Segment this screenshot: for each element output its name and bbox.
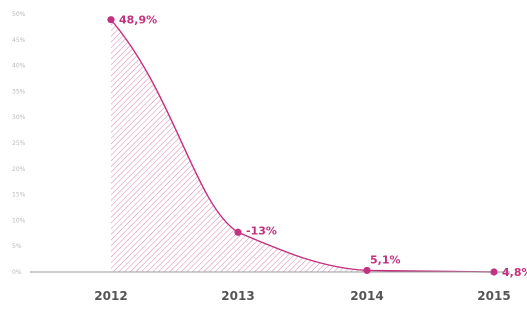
x-tick-label: 2013: [221, 289, 254, 303]
data-label: 4,8%: [502, 266, 527, 279]
data-labels: 48,9% -13% 5,1% 4,8%: [119, 14, 527, 279]
y-tick-label: 25%: [12, 140, 26, 147]
y-tick-label: 50%: [12, 11, 26, 18]
data-point: [363, 266, 371, 275]
area-fill: [111, 19, 494, 273]
data-point: [234, 228, 242, 236]
y-tick-label: 35%: [12, 88, 26, 95]
y-tick-label: 40%: [12, 63, 26, 70]
data-point: [490, 268, 498, 276]
data-point: [107, 16, 115, 24]
y-tick-label: 15%: [12, 192, 26, 199]
area-layer: [110, 19, 495, 273]
y-tick-label: 5%: [12, 243, 22, 250]
y-axis-ticks: 0% 5% 10% 15% 20% 25% 30% 35% 40% 45% 50%: [12, 11, 26, 276]
data-label: 48,9%: [119, 14, 157, 27]
y-tick-label: 30%: [12, 114, 26, 121]
x-tick-label: 2015: [477, 289, 510, 303]
y-tick-label: 45%: [12, 37, 26, 44]
y-tick-label: 0%: [12, 269, 22, 276]
y-tick-label: 10%: [12, 217, 26, 224]
data-label: -13%: [246, 224, 277, 237]
x-tick-label: 2014: [350, 289, 383, 303]
data-label: 5,1%: [370, 253, 401, 266]
series-line: [110, 19, 495, 273]
data-points: [107, 16, 498, 276]
y-tick-label: 20%: [12, 166, 26, 173]
x-axis-ticks: 2012 2013 2014 2015: [94, 289, 510, 303]
x-tick-label: 2012: [94, 289, 127, 303]
